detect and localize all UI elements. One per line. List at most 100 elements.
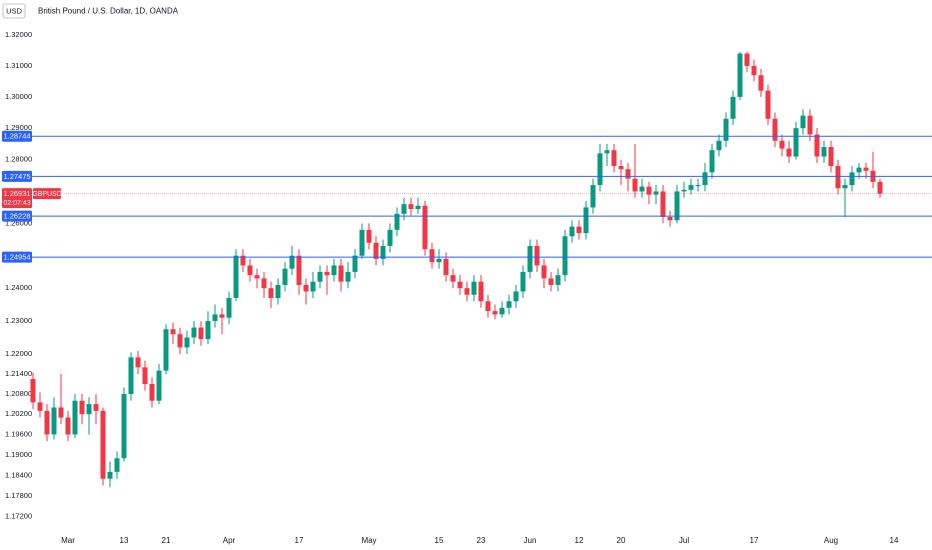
- candle-body: [541, 265, 547, 279]
- candle-body: [317, 271, 323, 282]
- level-tag: [2, 251, 32, 263]
- x-tick-label: 14: [890, 536, 899, 545]
- candle-body: [457, 281, 463, 289]
- candle-body: [128, 357, 134, 395]
- candle-body: [289, 255, 295, 269]
- x-tick-label: Apr: [223, 536, 236, 545]
- candle-body: [653, 191, 659, 195]
- candle-body: [163, 329, 169, 371]
- level-label: 1.27475: [3, 172, 30, 181]
- countdown-label: 02:07:43: [3, 200, 30, 207]
- candle-body: [226, 298, 232, 318]
- candle-body: [86, 404, 92, 415]
- symbol-label: GBPUSD: [32, 191, 62, 198]
- candle-body: [702, 172, 708, 186]
- candle-body: [93, 404, 99, 411]
- candle-body: [821, 147, 827, 157]
- candle-body: [583, 207, 589, 234]
- candle-body: [835, 166, 841, 189]
- candle-body: [807, 115, 813, 135]
- candle-body: [632, 178, 638, 192]
- candle-body: [688, 185, 694, 190]
- candle-body: [338, 265, 344, 282]
- candle-body: [779, 140, 785, 149]
- y-tick-label: 1.17800: [5, 491, 32, 500]
- candle-body: [681, 189, 687, 192]
- candle-body: [506, 301, 512, 308]
- y-tick-label: 1.20200: [5, 409, 32, 418]
- candle-body: [485, 301, 491, 312]
- candle-body: [709, 150, 715, 173]
- candle-body: [254, 275, 260, 279]
- candle-body: [751, 65, 757, 76]
- currency-label[interactable]: USD: [6, 6, 22, 15]
- x-tick-label: 13: [120, 536, 129, 545]
- y-tick-label: 1.18400: [5, 470, 32, 479]
- y-tick-label: 1.21400: [5, 369, 32, 378]
- candle-body: [65, 417, 71, 435]
- candle-body: [492, 311, 498, 315]
- candle-body: [534, 245, 540, 266]
- candle-body: [548, 278, 554, 285]
- candle-body: [765, 90, 771, 119]
- candle-body: [114, 458, 120, 472]
- candle-body: [156, 370, 162, 401]
- candle-body: [597, 153, 603, 186]
- candle-body: [107, 471, 113, 479]
- y-tick-label: 1.20800: [5, 389, 32, 398]
- candle-body: [625, 169, 631, 179]
- currency-box[interactable]: [2, 3, 26, 19]
- candle-body: [520, 271, 526, 292]
- candle-body: [310, 281, 316, 292]
- candle-body: [401, 204, 407, 214]
- candle-body: [590, 185, 596, 208]
- candle-body: [569, 226, 575, 237]
- candle-body: [135, 357, 141, 368]
- candle-body: [247, 265, 253, 276]
- candle-body: [212, 314, 218, 321]
- candle-body: [744, 53, 750, 66]
- candle-body: [387, 229, 393, 246]
- candle-body: [772, 118, 778, 141]
- chart-title: British Pound / U.S. Dollar, 1D, OANDA: [38, 7, 179, 16]
- candle-body: [793, 128, 799, 157]
- candle-body: [170, 329, 176, 335]
- candle-body: [527, 245, 533, 272]
- y-tick-label: 1.28000: [5, 155, 32, 164]
- candle-body: [219, 314, 225, 318]
- candle-body: [72, 400, 78, 435]
- candle-body: [51, 407, 57, 435]
- candle-body: [436, 258, 442, 263]
- candle-body: [471, 281, 477, 295]
- candle-body: [842, 185, 848, 189]
- candle-body: [800, 115, 806, 129]
- candle-body: [562, 236, 568, 276]
- y-tick-label: 1.24000: [5, 283, 32, 292]
- x-tick-label: Jul: [679, 536, 689, 545]
- candle-body: [814, 134, 820, 157]
- level-tag: [2, 130, 32, 142]
- candle-body: [611, 150, 617, 167]
- level-tag: [2, 210, 32, 222]
- candle-body: [450, 275, 456, 282]
- x-tick-label: 21: [162, 536, 171, 545]
- candle-body: [37, 402, 43, 411]
- x-tick-label: May: [361, 536, 376, 545]
- x-tick-label: 23: [477, 536, 486, 545]
- candle-body: [674, 191, 680, 221]
- candle-body: [205, 320, 211, 340]
- candle-body: [366, 229, 372, 243]
- candle-body: [275, 284, 281, 299]
- candle-body: [443, 258, 449, 276]
- candle-body: [268, 288, 274, 299]
- price-label: 1.26931: [3, 189, 30, 198]
- candle-body: [352, 255, 358, 272]
- candle-body: [660, 191, 666, 218]
- candle-body: [184, 337, 190, 348]
- candle-body: [555, 275, 561, 285]
- candle-body: [429, 249, 435, 263]
- candle-body: [303, 284, 309, 292]
- candle-body: [877, 181, 883, 194]
- x-tick-label: 20: [617, 536, 626, 545]
